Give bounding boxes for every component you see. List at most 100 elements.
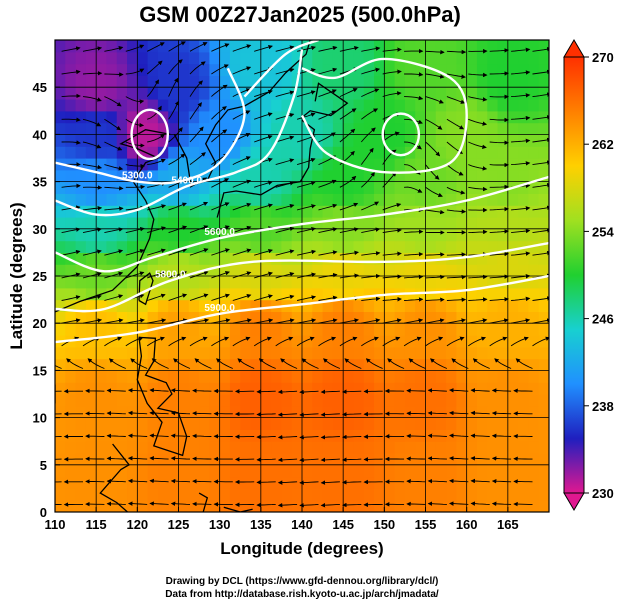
heat-cell	[116, 110, 128, 124]
heat-cell	[476, 110, 488, 124]
heat-cell	[157, 134, 169, 147]
heat-cell	[65, 370, 77, 383]
streamline	[280, 358, 298, 369]
streamline	[403, 336, 422, 347]
heat-cell	[518, 158, 530, 171]
heat-cell	[209, 169, 221, 183]
heat-cell	[229, 370, 241, 383]
heat-cell	[363, 63, 375, 76]
heat-cell	[322, 252, 334, 265]
streamline	[318, 203, 338, 211]
heat-cell	[147, 122, 159, 135]
heat-cell	[291, 464, 303, 478]
heat-cell	[85, 193, 97, 206]
heat-cell	[106, 405, 118, 419]
heat-cell	[219, 382, 231, 395]
heat-cell	[363, 205, 375, 218]
heat-cell	[415, 217, 427, 230]
streamline	[232, 66, 252, 75]
heat-cell	[446, 323, 457, 336]
heat-cell	[240, 146, 252, 159]
streamline	[147, 105, 162, 120]
heat-cell	[374, 464, 385, 478]
heat-cell	[507, 370, 519, 383]
heat-cell	[106, 110, 118, 124]
heat-cell	[240, 287, 252, 301]
heat-cell	[528, 453, 540, 466]
heat-cell	[188, 358, 200, 371]
heat-cell	[137, 264, 149, 277]
heat-cell	[394, 228, 406, 242]
heat-cell	[85, 181, 97, 194]
streamline	[494, 358, 512, 369]
heat-cell	[425, 405, 437, 419]
heat-cell	[487, 228, 499, 242]
streamline	[339, 108, 357, 120]
heat-cell	[188, 394, 200, 407]
heat-cell	[55, 193, 66, 206]
heat-cell	[106, 323, 118, 336]
heat-cell	[250, 205, 262, 218]
heat-cell	[466, 217, 478, 230]
heat-cell	[446, 405, 457, 419]
heat-cell	[85, 228, 97, 242]
streamline	[299, 503, 319, 508]
streamline	[275, 45, 295, 52]
heat-cell	[363, 75, 375, 88]
heat-cell	[476, 311, 488, 324]
heat-cell	[518, 228, 530, 242]
heat-cell	[137, 205, 149, 218]
heat-cell	[322, 346, 334, 360]
heat-cell	[188, 346, 200, 360]
heat-cell	[507, 488, 519, 501]
heat-cell	[178, 205, 190, 218]
heat-cell	[466, 417, 478, 430]
heat-cell	[446, 217, 457, 230]
heat-cell	[497, 134, 509, 147]
streamline	[489, 184, 509, 190]
heat-cell	[415, 134, 427, 147]
heat-cell	[106, 476, 118, 489]
heat-cell	[456, 75, 468, 88]
heat-cell	[116, 252, 128, 265]
heat-cell	[178, 134, 190, 147]
heat-cell	[302, 488, 313, 501]
y-tick-label: 15	[33, 363, 47, 378]
heat-cell	[271, 287, 283, 301]
heat-cell	[116, 500, 128, 512]
streamline	[339, 336, 358, 347]
coastline	[99, 443, 131, 512]
heat-cell	[322, 370, 334, 383]
heat-cell	[353, 394, 365, 407]
streamline	[532, 318, 549, 324]
streamline	[404, 186, 423, 193]
streamline	[275, 90, 295, 98]
heat-cell	[363, 169, 375, 183]
colorbar-tick-label: 270	[592, 50, 614, 65]
heat-cell	[168, 193, 180, 206]
heat-cell	[363, 476, 375, 489]
streamline	[382, 202, 402, 211]
heat-cell	[147, 181, 159, 194]
streamline	[430, 358, 448, 369]
heat-cell	[343, 122, 355, 135]
heat-cell	[240, 110, 252, 124]
heat-cell	[404, 252, 416, 265]
heat-cell	[507, 99, 519, 112]
heat-cell	[322, 287, 334, 301]
heat-cell	[374, 134, 385, 147]
heat-cell	[446, 358, 457, 371]
heat-cell	[497, 158, 509, 171]
streamline	[192, 501, 212, 507]
heat-cell	[322, 63, 334, 76]
heat-cell	[353, 287, 365, 301]
heat-cell	[487, 146, 499, 159]
streamline	[406, 456, 426, 461]
streamline	[125, 163, 146, 169]
heat-cell	[425, 311, 437, 324]
streamline	[277, 434, 298, 440]
heat-cell	[65, 228, 77, 242]
heat-cell	[302, 417, 313, 430]
heat-cell	[446, 205, 457, 218]
streamline	[425, 274, 445, 280]
